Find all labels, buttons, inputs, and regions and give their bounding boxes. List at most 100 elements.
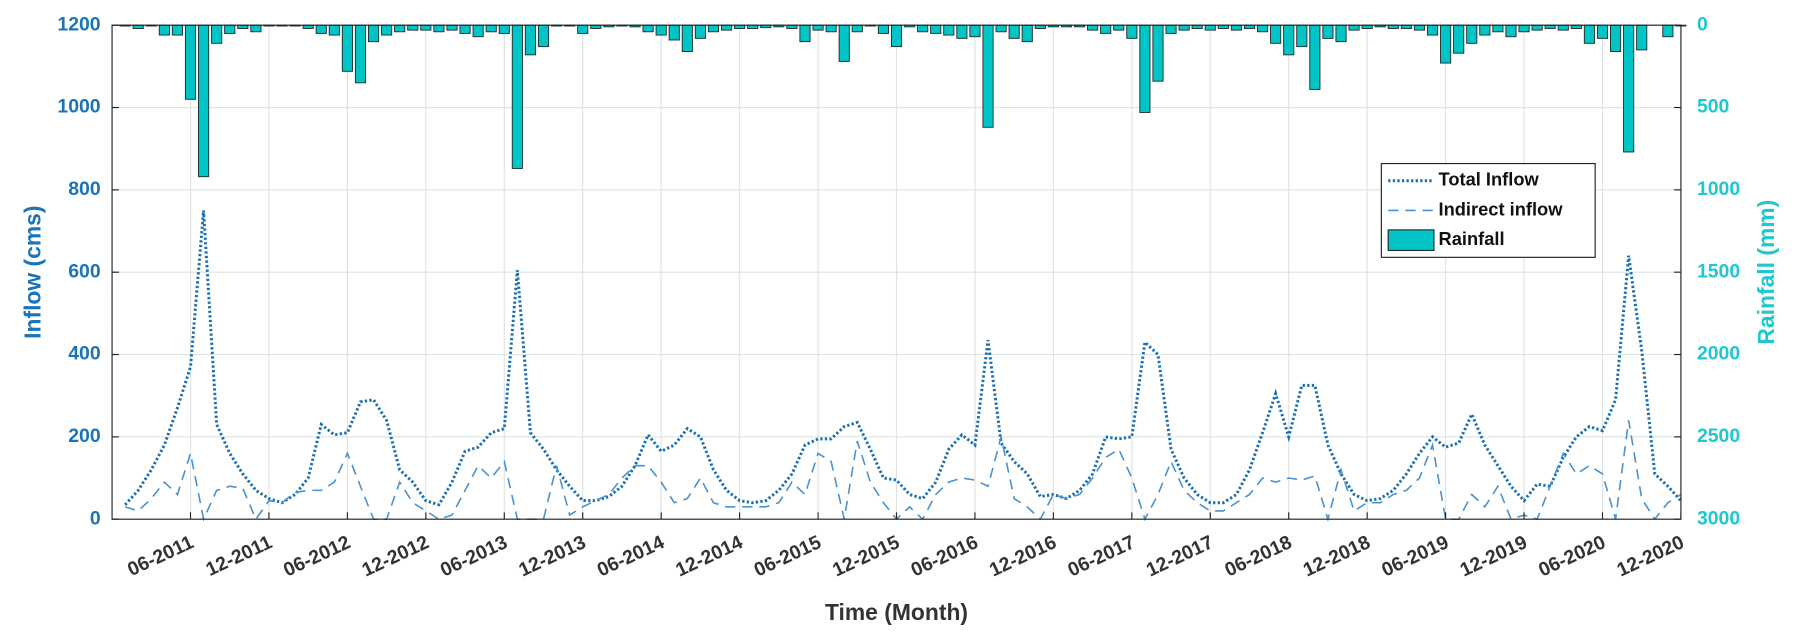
- bar: [995, 24, 1007, 33]
- bar: [1257, 24, 1269, 33]
- bar: [1623, 24, 1635, 153]
- bar: [171, 24, 183, 36]
- bar: [511, 24, 523, 169]
- bars: [119, 24, 1687, 178]
- bar: [877, 24, 889, 34]
- bar: [341, 24, 353, 72]
- bar: [982, 24, 994, 128]
- bar: [211, 24, 223, 44]
- bar: [158, 24, 170, 36]
- legend-label: Rainfall: [1439, 228, 1505, 249]
- bar: [1531, 24, 1543, 31]
- bar: [1583, 24, 1595, 44]
- bar: [825, 24, 837, 33]
- axes: 0 200 400 600 800 1000 1200 0 500 1000 1500 2000 250…: [57, 13, 1740, 581]
- bar: [1204, 24, 1216, 31]
- bar: [472, 24, 484, 38]
- y2-tick-label: 2000: [1697, 343, 1740, 365]
- bar: [681, 24, 693, 52]
- x-tick-label: 12-2012: [359, 531, 433, 581]
- bar: [1413, 24, 1426, 31]
- bar: [956, 24, 968, 39]
- y2-tick-label: 0: [1697, 13, 1708, 35]
- x-tick-label: 12-2014: [672, 531, 746, 581]
- bar: [969, 24, 981, 38]
- bar: [367, 24, 380, 43]
- x-tick-label: 12-2016: [986, 531, 1060, 581]
- bar: [799, 24, 811, 43]
- bar: [1505, 24, 1517, 38]
- bar: [1113, 24, 1125, 31]
- legend: Total Inflow Indirect inflow Rainfall: [1380, 162, 1596, 258]
- x-tick-label: 06-2011: [124, 531, 197, 581]
- x-tick-label: 06-2014: [594, 531, 668, 581]
- x-tick-label: 06-2013: [437, 531, 511, 581]
- x-tick-label: 12-2017: [1143, 531, 1217, 581]
- bar: [1440, 24, 1452, 64]
- bar: [851, 24, 863, 33]
- bar: [707, 24, 720, 33]
- bar: [1126, 24, 1138, 39]
- bar: [485, 24, 497, 33]
- bar: [694, 24, 706, 39]
- bar: [198, 24, 210, 178]
- y-tick-label: 400: [68, 343, 100, 365]
- line: [124, 420, 1682, 523]
- legend-label: Total Inflow: [1439, 169, 1540, 190]
- x-tick-label: 12-2011: [203, 531, 276, 581]
- y-tick-label: 800: [68, 178, 100, 200]
- y-tick-label: 200: [68, 425, 100, 447]
- x-tick-label: 06-2019: [1378, 531, 1452, 581]
- x-tick-label: 12-2013: [515, 531, 589, 581]
- bar: [1283, 24, 1295, 56]
- bar: [720, 24, 733, 31]
- bar: [1610, 24, 1622, 52]
- bar: [1492, 24, 1504, 33]
- x-tick-label: 06-2018: [1221, 531, 1295, 581]
- y-tick-label: 0: [90, 507, 101, 529]
- x-axis-label: Time (Month): [825, 599, 968, 625]
- y2-tick-label: 500: [1697, 96, 1729, 118]
- bar: [917, 24, 929, 33]
- y2-tick-label: 2500: [1697, 425, 1740, 447]
- bar: [577, 24, 589, 34]
- bar: [537, 24, 550, 48]
- bar: [1662, 24, 1674, 38]
- bar: [459, 24, 471, 34]
- bar: [381, 24, 393, 36]
- y-tick-label: 1000: [57, 96, 100, 118]
- bar: [1178, 24, 1190, 31]
- bar: [890, 24, 903, 48]
- bar: [1309, 24, 1321, 90]
- x-tick-label: 12-2015: [829, 531, 903, 581]
- bar: [524, 24, 536, 56]
- bar: [407, 24, 419, 31]
- x-tick-label: 12-2020: [1614, 531, 1688, 581]
- bar: [433, 24, 445, 33]
- y2-tick-label: 3000: [1697, 507, 1740, 529]
- bar: [930, 24, 942, 34]
- bar: [1518, 24, 1530, 33]
- x-tick-label: 06-2015: [751, 531, 825, 581]
- bar: [1008, 24, 1020, 39]
- bar: [446, 24, 458, 31]
- x-tick-label: 12-2019: [1457, 531, 1531, 581]
- bar: [1021, 24, 1033, 43]
- bar: [1636, 24, 1648, 51]
- bar: [1348, 24, 1360, 31]
- x-tick-label: 12-2018: [1300, 531, 1374, 581]
- bar: [250, 24, 262, 33]
- bar: [394, 24, 406, 33]
- bar: [328, 24, 340, 36]
- bar: [315, 24, 327, 34]
- y-tick-label: 600: [68, 260, 100, 282]
- bar: [812, 24, 824, 31]
- bar: [655, 24, 667, 36]
- bar: [1453, 24, 1465, 54]
- bar: [642, 24, 654, 33]
- x-tick-label: 06-2016: [908, 531, 982, 581]
- bar: [1557, 24, 1569, 31]
- bar: [498, 24, 510, 34]
- bar: [1139, 24, 1151, 113]
